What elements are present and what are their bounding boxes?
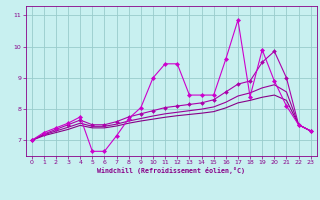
X-axis label: Windchill (Refroidissement éolien,°C): Windchill (Refroidissement éolien,°C): [97, 167, 245, 174]
